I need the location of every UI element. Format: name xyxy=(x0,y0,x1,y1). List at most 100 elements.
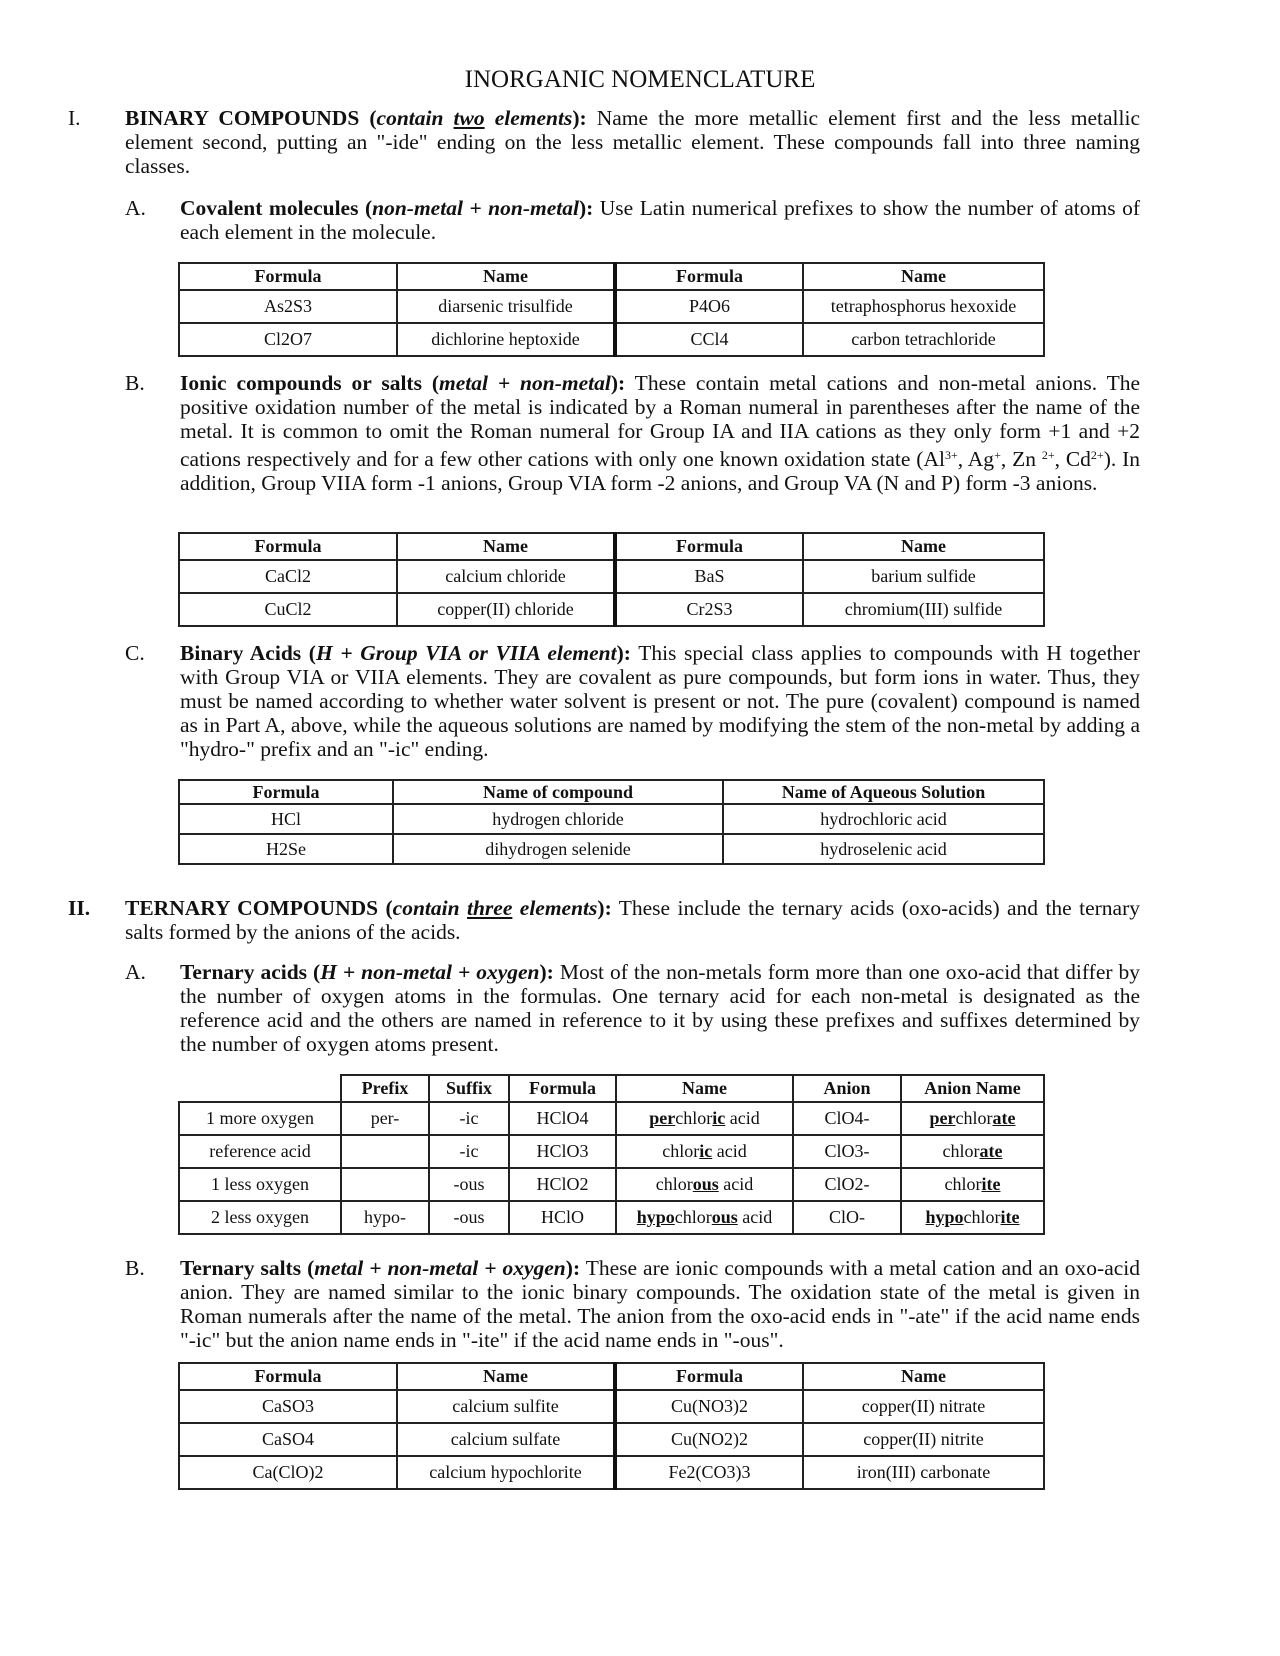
table-row: CuCl2 copper(II) chloride Cr2S3 chromium(II… xyxy=(178,592,1045,627)
heading: TERNARY COMPOUNDS ( xyxy=(125,896,393,920)
table-row: HCl hydrogen chloride hydrochloric acid xyxy=(178,803,1045,835)
table-cell: HCl xyxy=(178,803,394,835)
table-cell: chlorous acid xyxy=(615,1167,794,1202)
table-cell: HClO xyxy=(508,1200,617,1235)
heading-italic: metal + non-metal + oxygen xyxy=(314,1256,566,1280)
subsection-binary-acids: Binary Acids (H + Group VIA or VIIA elem… xyxy=(180,641,1140,761)
column-header: Formula xyxy=(614,262,804,291)
table-cell: hydrogen chloride xyxy=(392,803,724,835)
heading-underlined: three xyxy=(466,896,513,920)
table-cell: -ous xyxy=(428,1200,510,1235)
page-title: INORGANIC NOMENCLATURE xyxy=(464,66,816,93)
column-header: Name of compound xyxy=(392,779,724,805)
table-cell: per- xyxy=(340,1101,430,1136)
table-cell: reference acid xyxy=(178,1134,342,1169)
table-cell: Ca(ClO)2 xyxy=(178,1455,398,1490)
table-cell: ClO4- xyxy=(792,1101,902,1136)
heading-underlined: two xyxy=(453,106,485,130)
table-cell: CaSO3 xyxy=(178,1389,398,1424)
subsection-letter: B. xyxy=(125,371,145,395)
subsection-covalent: Covalent molecules (non-metal + non-meta… xyxy=(180,196,1140,244)
heading: ): xyxy=(565,1256,581,1280)
table-row: As2S3 diarsenic trisulfide P4O6 tetraphosph… xyxy=(178,289,1045,324)
heading: BINARY COMPOUNDS ( xyxy=(125,106,377,130)
table-cell: hypochlorite xyxy=(900,1200,1045,1235)
table-cell: copper(II) nitrate xyxy=(802,1389,1045,1424)
column-header: Anion Name xyxy=(900,1074,1045,1103)
table-cell: -ous xyxy=(428,1167,510,1202)
heading: ): xyxy=(578,196,594,220)
heading: Covalent molecules ( xyxy=(180,196,373,220)
heading-italic: contain xyxy=(392,896,467,920)
paragraph-text: Most of the non-metals form more than on… xyxy=(180,960,1141,1056)
column-header: Name xyxy=(396,532,617,561)
column-header: Name xyxy=(615,1074,794,1103)
table-cell xyxy=(340,1134,430,1169)
table-cell: calcium chloride xyxy=(396,559,617,594)
table-cell: chromium(III) sulfide xyxy=(802,592,1045,627)
paragraph-text: These include the ternary acids (oxo-aci… xyxy=(125,896,1140,944)
table-cell: Fe2(CO3)3 xyxy=(614,1455,804,1490)
paragraph-text: Use Latin numerical prefixes to show the… xyxy=(180,196,1140,244)
heading-italic: H + Group VIA or VIIA element xyxy=(315,641,617,665)
table-cell: hypo- xyxy=(340,1200,430,1235)
table-cell: calcium sulfate xyxy=(396,1422,617,1457)
column-header: Formula xyxy=(508,1074,617,1103)
table-cell: Cu(NO2)2 xyxy=(614,1422,804,1457)
table-cell: CCl4 xyxy=(614,322,804,357)
heading: ): xyxy=(616,641,631,665)
column-header: Formula xyxy=(178,262,398,291)
heading: Binary Acids ( xyxy=(180,641,316,665)
paragraph-text: These are ionic compounds with a metal c… xyxy=(180,1256,1141,1352)
table-row: 1 more oxygen per- -ic HClO4 perchloric acid… xyxy=(178,1101,1045,1136)
table-header-row: Formula Name of compound Name of Aqueous S… xyxy=(178,779,1045,805)
table-cell: copper(II) nitrite xyxy=(802,1422,1045,1457)
table-cell: barium sulfide xyxy=(802,559,1045,594)
table-cell: dihydrogen selenide xyxy=(392,833,724,865)
table-row: CaSO3 calcium sulfite Cu(NO3)2 copper(II) n… xyxy=(178,1389,1045,1424)
subsection-letter: A. xyxy=(125,960,146,984)
subsection-letter: A. xyxy=(125,196,146,220)
table-cell: 2 less oxygen xyxy=(178,1200,342,1235)
table-row: CaCl2 calcium chloride BaS barium sulfide xyxy=(178,559,1045,594)
heading-italic: H + non-metal + oxygen xyxy=(320,960,540,984)
table-cell: BaS xyxy=(614,559,804,594)
heading-italic: non-metal + non-metal xyxy=(372,196,579,220)
table-cell: hydroselenic acid xyxy=(722,833,1045,865)
table-cell: Cl2O7 xyxy=(178,322,398,357)
table-cell: -ic xyxy=(428,1134,510,1169)
heading: Ionic compounds or salts ( xyxy=(180,371,440,395)
column-header: Name xyxy=(802,262,1045,291)
table-cell: As2S3 xyxy=(178,289,398,324)
table-cell xyxy=(340,1167,430,1202)
table-row: reference acid -ic HClO3 chloric acid ClO3- c… xyxy=(178,1134,1045,1169)
table-cell: 1 more oxygen xyxy=(178,1101,342,1136)
table-cell: tetraphosphorus hexoxide xyxy=(802,289,1045,324)
table-cell: P4O6 xyxy=(614,289,804,324)
table-row: H2Se dihydrogen selenide hydroselenic acid xyxy=(178,833,1045,865)
table-row: CaSO4 calcium sulfate Cu(NO2)2 copper(II) n… xyxy=(178,1422,1045,1457)
table-header-row: Formula Name Formula Name xyxy=(178,1362,1045,1391)
table-cell: perchlorate xyxy=(900,1101,1045,1136)
table-cell: hydrochloric acid xyxy=(722,803,1045,835)
table-header-row: Prefix Suffix Formula Name Anion Anion Name xyxy=(179,1074,1045,1103)
column-header xyxy=(179,1075,342,1103)
table-row: 1 less oxygen -ous HClO2 chlorous acid ClO2-… xyxy=(178,1167,1045,1202)
column-header: Formula xyxy=(178,779,394,805)
section-number: I. xyxy=(68,106,81,130)
table-cell: Cu(NO3)2 xyxy=(614,1389,804,1424)
section-number: II. xyxy=(68,896,91,920)
heading-italic: elements xyxy=(512,896,598,920)
table-cell: calcium hypochlorite xyxy=(396,1455,617,1490)
ternary-salts-table: Formula Name Formula Name CaSO3 calcium sulfi… xyxy=(178,1362,1045,1490)
paragraph-text: This special class applies to compounds … xyxy=(180,641,1140,761)
column-header: Prefix xyxy=(340,1074,430,1103)
table-cell: CaCl2 xyxy=(178,559,398,594)
table-row: Ca(ClO)2 calcium hypochlorite Fe2(CO3)3 iro… xyxy=(178,1455,1045,1490)
table-cell: copper(II) chloride xyxy=(396,592,617,627)
section-binary-intro: BINARY COMPOUNDS (contain two elements):… xyxy=(125,106,1140,178)
paragraph-text: These contain metal cations and non-meta… xyxy=(180,371,1141,495)
table-cell: -ic xyxy=(428,1101,510,1136)
subsection-ternary-acids: Ternary acids (H + non-metal + oxygen): … xyxy=(180,960,1140,1056)
heading: ): xyxy=(539,960,554,984)
